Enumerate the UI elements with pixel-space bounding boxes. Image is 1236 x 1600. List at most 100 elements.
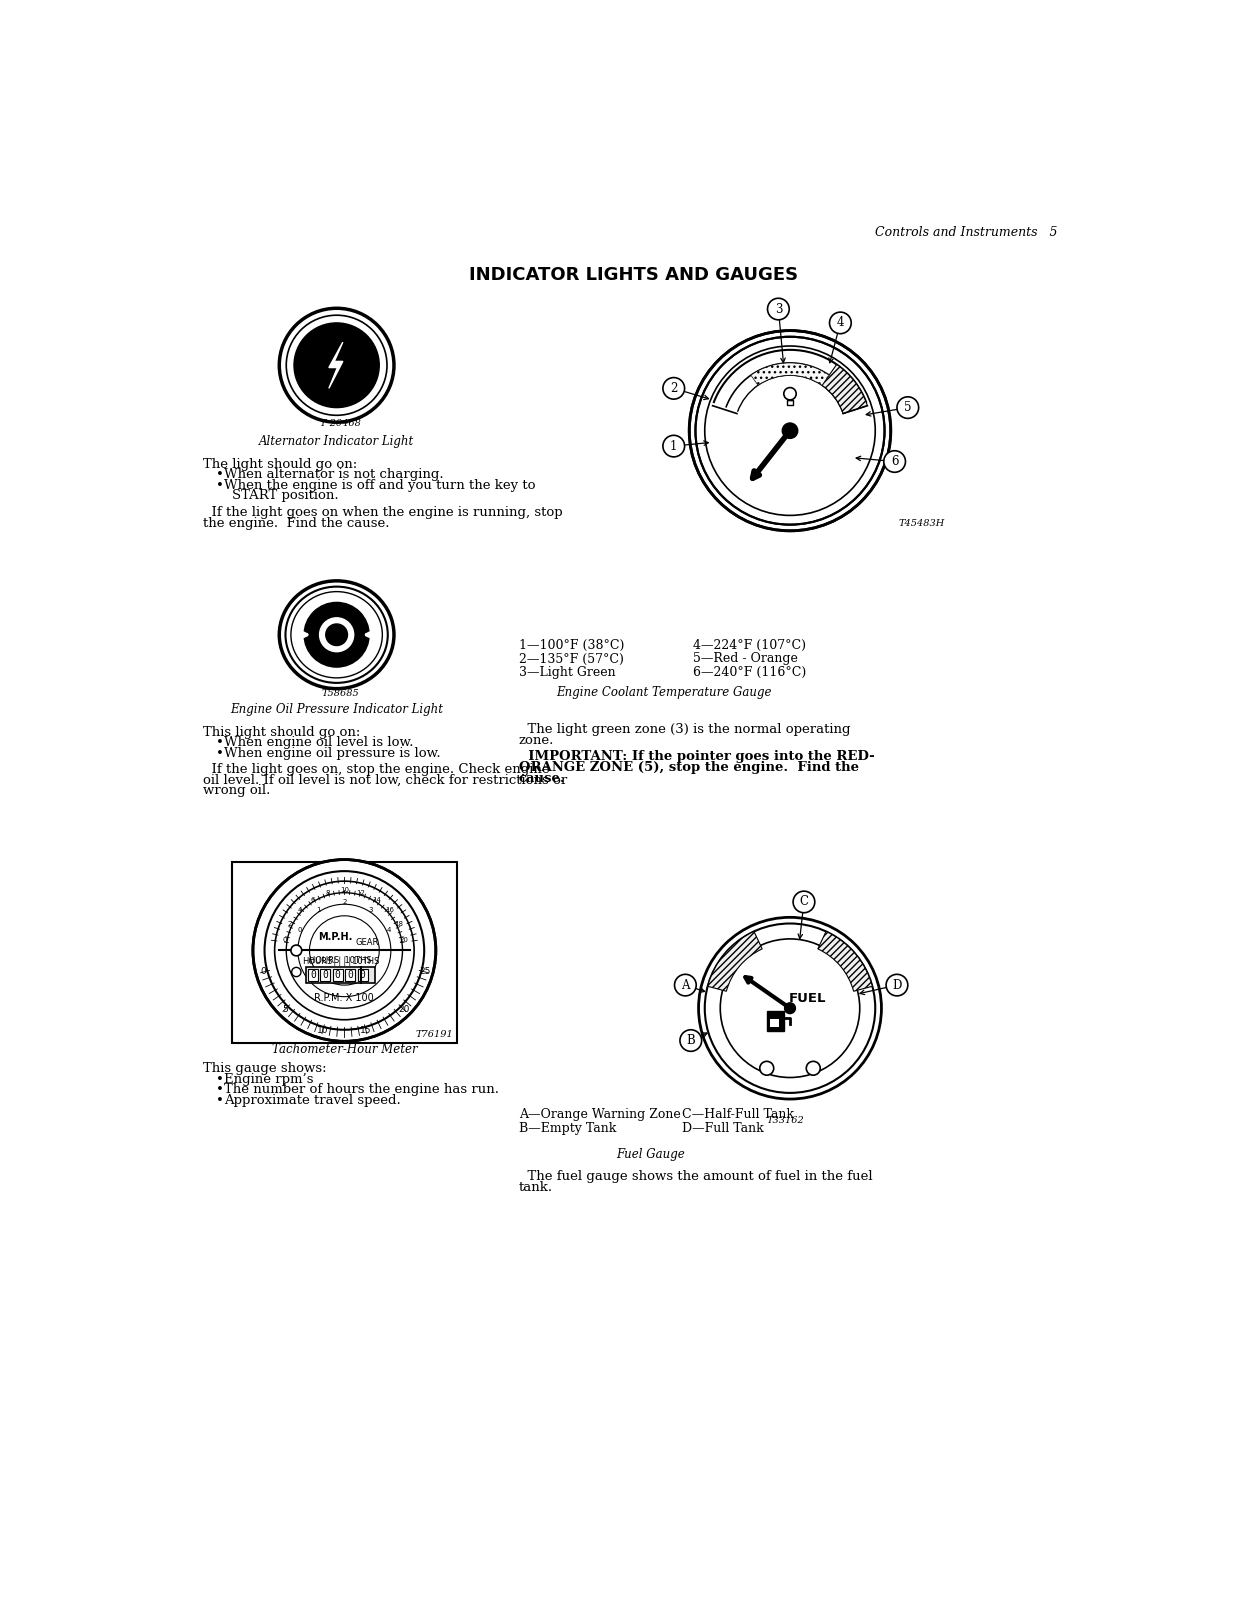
Text: zone.: zone. — [519, 734, 554, 747]
Text: Engine Coolant Temperature Gauge: Engine Coolant Temperature Gauge — [556, 686, 771, 699]
Circle shape — [784, 387, 796, 400]
Text: 0: 0 — [360, 970, 366, 981]
Text: •: • — [216, 1094, 225, 1107]
Text: 4—224°F (107°C): 4—224°F (107°C) — [693, 638, 806, 651]
Circle shape — [680, 1030, 702, 1051]
Polygon shape — [329, 342, 342, 389]
Bar — [332, 970, 342, 981]
Text: •: • — [216, 1083, 225, 1096]
Circle shape — [662, 378, 685, 398]
Text: 4: 4 — [387, 926, 391, 933]
Circle shape — [782, 422, 797, 438]
Text: Fuel Gauge: Fuel Gauge — [616, 1149, 685, 1162]
Text: A: A — [681, 979, 690, 992]
Text: 0: 0 — [298, 926, 303, 933]
Ellipse shape — [279, 581, 394, 688]
Circle shape — [290, 946, 302, 955]
Text: •: • — [216, 736, 225, 749]
Text: M.P.H.: M.P.H. — [318, 931, 352, 941]
Bar — [308, 970, 318, 981]
Text: Engine rpm’s: Engine rpm’s — [224, 1072, 314, 1086]
Text: •: • — [216, 469, 225, 482]
Circle shape — [292, 968, 302, 976]
Text: T45483H: T45483H — [899, 520, 944, 528]
Text: 2: 2 — [342, 899, 346, 906]
Circle shape — [304, 603, 370, 667]
Text: HOURS  10THS: HOURS 10THS — [309, 955, 372, 965]
Text: 0: 0 — [335, 970, 341, 981]
Text: START position.: START position. — [232, 490, 339, 502]
Wedge shape — [818, 931, 873, 992]
Ellipse shape — [279, 309, 394, 422]
Text: 10: 10 — [340, 888, 349, 893]
Circle shape — [897, 397, 918, 418]
Text: This gauge shows:: This gauge shows: — [203, 1062, 326, 1075]
Bar — [766, 1011, 784, 1032]
Text: 5: 5 — [282, 1005, 288, 1014]
Bar — [770, 1019, 779, 1027]
Text: 1: 1 — [316, 907, 320, 912]
Text: the engine.  Find the cause.: the engine. Find the cause. — [203, 517, 389, 530]
Text: B—Empty Tank: B—Empty Tank — [519, 1122, 616, 1134]
Text: •: • — [216, 747, 225, 760]
Circle shape — [760, 1061, 774, 1075]
Text: tank.: tank. — [519, 1181, 552, 1194]
Wedge shape — [822, 365, 868, 413]
Text: 6: 6 — [891, 454, 899, 467]
Bar — [305, 968, 376, 982]
Text: Tachometer-Hour Meter: Tachometer-Hour Meter — [272, 1043, 418, 1056]
Text: T33162: T33162 — [766, 1117, 805, 1125]
Text: If the light goes on, stop the engine. Check engine: If the light goes on, stop the engine. C… — [203, 763, 549, 776]
Circle shape — [326, 624, 347, 645]
Text: 20: 20 — [399, 938, 408, 942]
Text: FUEL: FUEL — [789, 992, 826, 1005]
Bar — [320, 970, 330, 981]
Text: Engine Oil Pressure Indicator Light: Engine Oil Pressure Indicator Light — [230, 702, 444, 715]
Text: 2: 2 — [670, 382, 677, 395]
Text: 20: 20 — [398, 1005, 409, 1014]
Text: 18: 18 — [394, 922, 403, 926]
Bar — [345, 970, 355, 981]
Text: GEAR: GEAR — [356, 938, 379, 947]
Text: C: C — [800, 896, 808, 909]
Text: Alternator Indicator Light: Alternator Indicator Light — [260, 435, 414, 448]
Text: This light should go on:: This light should go on: — [203, 726, 360, 739]
Text: T 20468: T 20468 — [320, 419, 361, 429]
Circle shape — [696, 338, 884, 523]
Text: The fuel gauge shows the amount of fuel in the fuel: The fuel gauge shows the amount of fuel … — [519, 1170, 873, 1182]
Circle shape — [320, 618, 353, 651]
Circle shape — [884, 451, 906, 472]
Text: The number of hours the engine has run.: The number of hours the engine has run. — [224, 1083, 499, 1096]
Text: 14: 14 — [372, 896, 381, 902]
Circle shape — [794, 891, 815, 912]
Text: 4: 4 — [837, 317, 844, 330]
Text: wrong oil.: wrong oil. — [203, 784, 269, 797]
Text: •: • — [216, 478, 225, 491]
Text: T58685: T58685 — [321, 688, 360, 698]
Text: 0: 0 — [347, 970, 353, 981]
Text: 0: 0 — [261, 968, 267, 976]
Text: 5: 5 — [904, 402, 912, 414]
Text: R.P.M. X 100: R.P.M. X 100 — [314, 994, 375, 1003]
Text: 0: 0 — [323, 970, 329, 981]
Text: 3: 3 — [775, 302, 782, 315]
Text: 5—Red - Orange: 5—Red - Orange — [693, 653, 798, 666]
Circle shape — [829, 312, 852, 334]
Text: 8: 8 — [325, 890, 330, 896]
Text: 0: 0 — [283, 938, 287, 942]
Text: 2: 2 — [288, 922, 292, 926]
Text: The light green zone (3) is the normal operating: The light green zone (3) is the normal o… — [519, 723, 850, 736]
Text: 12: 12 — [357, 890, 366, 896]
Text: 1—100°F (38°C): 1—100°F (38°C) — [519, 638, 624, 651]
Text: When engine oil level is low.: When engine oil level is low. — [224, 736, 414, 749]
Text: 2—135°F (57°C): 2—135°F (57°C) — [519, 653, 624, 666]
Text: 16: 16 — [384, 907, 394, 914]
Circle shape — [768, 298, 790, 320]
Text: When the engine is off and you turn the key to: When the engine is off and you turn the … — [224, 478, 535, 491]
Text: C—Half-Full Tank: C—Half-Full Tank — [681, 1109, 794, 1122]
Text: 3—Light Green: 3—Light Green — [519, 666, 616, 680]
Text: When alternator is not charging.: When alternator is not charging. — [224, 469, 444, 482]
Text: A—Orange Warning Zone: A—Orange Warning Zone — [519, 1109, 681, 1122]
Wedge shape — [751, 363, 829, 386]
Text: ORANGE ZONE (5), stop the engine.  Find the: ORANGE ZONE (5), stop the engine. Find t… — [519, 762, 859, 774]
